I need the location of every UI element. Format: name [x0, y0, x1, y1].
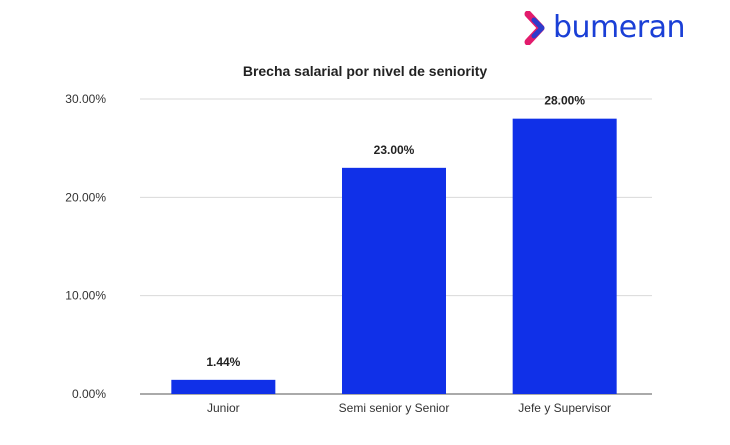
bumeran-logo-icon: [524, 10, 545, 45]
bar: [171, 379, 276, 394]
labels: 0.00% 10.00% 20.00% 30.00% 1.44% Junior 23.00%…: [65, 92, 611, 415]
chart-title: Brecha salarial por nivel de seniority: [242, 63, 488, 79]
x-tick-label: Semi senior y Senior: [339, 401, 450, 415]
data-label: 28.00%: [544, 94, 585, 108]
x-tick-label: Junior: [207, 401, 240, 415]
bar: [512, 118, 617, 395]
y-tick-label: 0.00%: [72, 387, 106, 401]
data-label: 23.00%: [374, 143, 415, 157]
y-tick-label: 20.00%: [65, 190, 106, 204]
bumeran-logo: bumeran: [524, 10, 685, 45]
y-tick-label: 30.00%: [65, 92, 106, 106]
bar: [342, 167, 446, 394]
brand-name: bumeran: [553, 10, 685, 45]
x-tick-label: Jefe y Supervisor: [518, 401, 611, 415]
data-label: 1.44%: [206, 355, 240, 369]
y-tick-label: 10.00%: [65, 289, 106, 303]
bars: [171, 118, 617, 395]
